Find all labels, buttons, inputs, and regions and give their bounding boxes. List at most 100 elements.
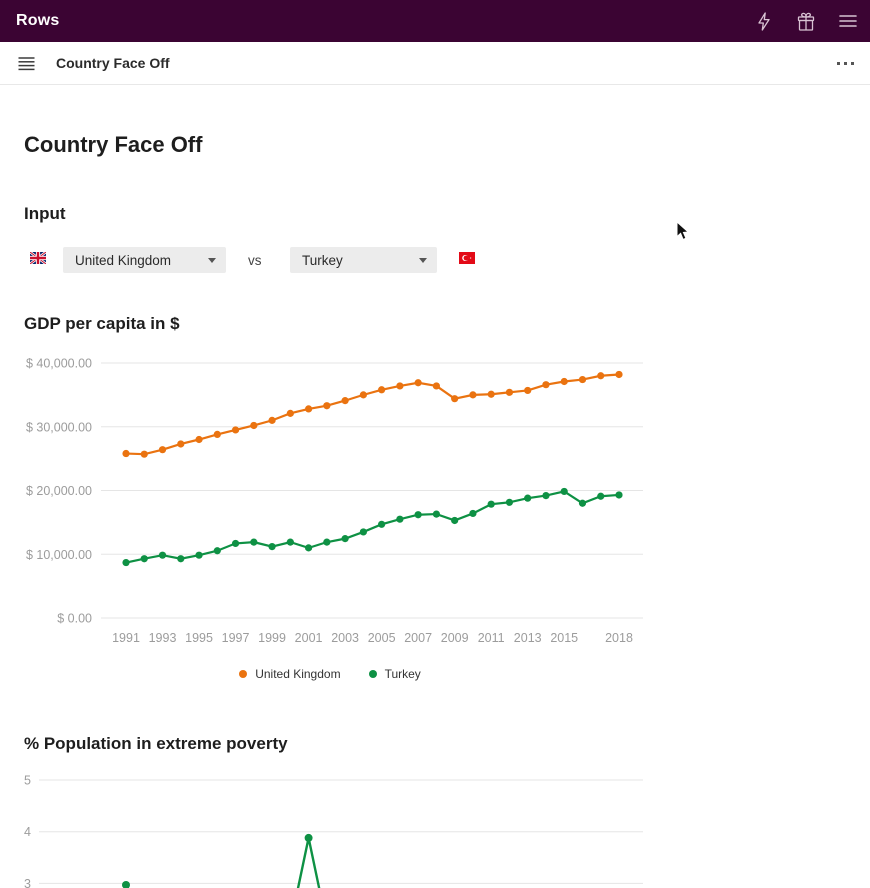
country-select-right[interactable]: Turkey (290, 247, 437, 273)
data-point-united-kingdom (524, 386, 532, 395)
top-app-bar: Rows (0, 0, 870, 42)
data-point-turkey (359, 528, 367, 536)
legend-item-united-kingdom[interactable]: United Kingdom (239, 667, 341, 681)
data-point-turkey (177, 555, 185, 563)
y-axis-label: $ 20,000.00 (26, 484, 92, 498)
y-axis-label: 5 (24, 774, 31, 788)
x-axis-label: 2009 (441, 631, 469, 645)
data-point-turkey (286, 538, 294, 546)
extreme-poverty-chart: 5 4 3 (24, 774, 643, 888)
data-point-turkey (250, 538, 258, 546)
x-axis-label: 1999 (258, 631, 286, 645)
gdp-per-capita-chart: $ 0.00 $ 10,000.00 $ 20,000.00 $ 30,000.00 $… (26, 357, 643, 645)
data-point-united-kingdom (122, 449, 130, 458)
country-select-right-value: Turkey (302, 252, 343, 268)
poverty-chart-title: % Population in extreme poverty (24, 734, 288, 753)
topbar-actions (750, 0, 862, 42)
data-point-united-kingdom (451, 395, 459, 403)
data-point-turkey (597, 492, 605, 500)
data-point-united-kingdom (432, 382, 441, 390)
data-point-united-kingdom (158, 446, 167, 454)
series-line-turkey (125, 490, 620, 564)
x-axis-label: 2013 (514, 631, 542, 645)
data-point-united-kingdom (560, 377, 568, 386)
x-axis-label: 2005 (368, 631, 396, 645)
series-line-united-kingdom (125, 373, 620, 456)
data-point-united-kingdom (195, 435, 203, 444)
data-point-united-kingdom (140, 450, 148, 458)
data-point-united-kingdom (542, 381, 550, 389)
data-point-turkey (231, 539, 240, 548)
data-point-turkey (414, 511, 422, 519)
data-point-turkey (524, 494, 532, 502)
data-point-turkey (268, 543, 276, 551)
data-point-turkey (304, 833, 313, 842)
data-point-turkey (615, 491, 623, 499)
united-kingdom-flag-icon (30, 252, 46, 264)
data-point-turkey (158, 551, 167, 559)
country-input-row: United Kingdom vs Turkey (0, 247, 660, 273)
mouse-cursor-icon (676, 221, 690, 241)
data-point-united-kingdom (396, 382, 404, 390)
legend-dot-icon (368, 670, 377, 678)
data-point-turkey (195, 551, 203, 559)
x-axis-label: 2011 (478, 631, 505, 645)
data-point-united-kingdom (213, 430, 221, 438)
data-point-united-kingdom (615, 370, 623, 379)
data-point-united-kingdom (378, 386, 386, 394)
x-axis-label: 1993 (149, 631, 177, 645)
data-point-turkey (122, 558, 130, 567)
data-point-turkey (140, 555, 148, 563)
y-axis-label: $ 10,000.00 (26, 548, 92, 562)
legend-label: United Kingdom (255, 667, 341, 681)
data-point-turkey (469, 509, 477, 518)
document-toolbar: Country Face Off (0, 42, 870, 85)
data-point-turkey (122, 880, 130, 888)
data-point-united-kingdom (250, 421, 258, 430)
rows-logo[interactable]: Rows (16, 12, 60, 29)
data-point-turkey (487, 500, 495, 508)
x-axis-label: 2003 (331, 631, 359, 645)
country-select-left[interactable]: United Kingdom (63, 247, 226, 273)
y-axis-label: $ 40,000.00 (26, 357, 92, 371)
input-heading: Input (24, 204, 66, 223)
x-axis-label: 2018 (605, 631, 633, 645)
data-point-united-kingdom (341, 397, 349, 405)
data-point-united-kingdom (359, 391, 367, 399)
data-point-united-kingdom (286, 409, 294, 417)
data-point-united-kingdom (323, 402, 331, 410)
data-point-turkey (560, 487, 568, 496)
country-select-left-value: United Kingdom (75, 252, 172, 268)
data-point-united-kingdom (578, 375, 587, 384)
gdp-chart-title: GDP per capita in $ (24, 314, 180, 333)
y-axis-label: $ 0.00 (57, 612, 92, 626)
data-point-turkey (505, 498, 514, 506)
data-point-united-kingdom (597, 372, 605, 380)
data-point-united-kingdom (268, 416, 276, 424)
gift-icon[interactable] (792, 7, 820, 35)
x-axis-label: 2015 (550, 631, 578, 645)
data-point-united-kingdom (505, 388, 514, 396)
gdp-chart-legend: United Kingdom Turkey (0, 664, 660, 684)
data-point-united-kingdom (177, 440, 185, 448)
data-point-turkey (451, 516, 459, 525)
zap-icon[interactable] (750, 7, 778, 35)
series-line-turkey (124, 837, 321, 888)
x-axis-label: 2007 (404, 631, 432, 645)
data-point-united-kingdom (469, 391, 477, 399)
data-point-turkey (378, 520, 386, 528)
document-title: Country Face Off (56, 55, 170, 71)
y-axis-label: 3 (24, 877, 31, 888)
legend-dot-icon (239, 670, 248, 678)
legend-item-turkey[interactable]: Turkey (368, 667, 421, 681)
y-axis-label: 4 (24, 825, 31, 839)
data-point-united-kingdom (304, 405, 313, 413)
y-axis-label: $ 30,000.00 (26, 420, 92, 434)
data-point-turkey (304, 544, 313, 552)
chevron-down-icon (208, 258, 216, 263)
menu-icon[interactable] (834, 7, 862, 35)
data-point-turkey (341, 535, 349, 543)
rows-list-icon[interactable] (16, 53, 36, 73)
more-options-icon[interactable] (834, 55, 856, 71)
